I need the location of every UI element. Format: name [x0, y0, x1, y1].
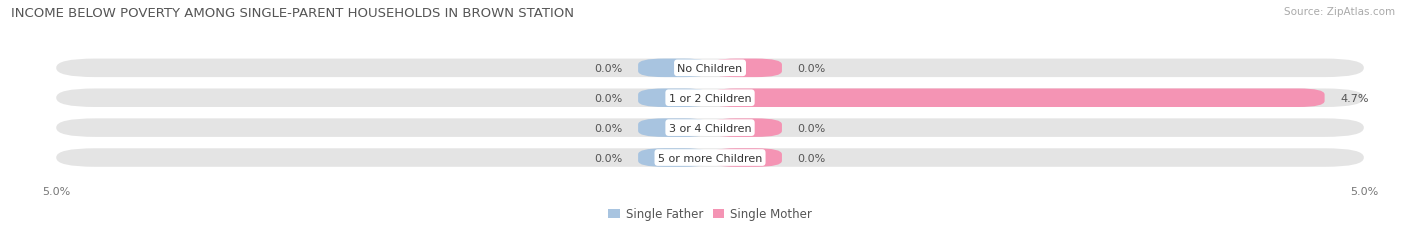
Text: 1 or 2 Children: 1 or 2 Children	[669, 93, 751, 103]
FancyBboxPatch shape	[710, 149, 782, 167]
Text: 0.0%: 0.0%	[797, 123, 825, 133]
FancyBboxPatch shape	[638, 59, 710, 78]
Text: 0.0%: 0.0%	[595, 153, 623, 163]
FancyBboxPatch shape	[56, 59, 1364, 78]
Text: 4.7%: 4.7%	[1340, 93, 1369, 103]
Text: 0.0%: 0.0%	[797, 64, 825, 73]
FancyBboxPatch shape	[638, 119, 710, 137]
FancyBboxPatch shape	[710, 119, 782, 137]
FancyBboxPatch shape	[638, 89, 710, 108]
FancyBboxPatch shape	[710, 59, 782, 78]
Text: 0.0%: 0.0%	[797, 153, 825, 163]
Text: 5 or more Children: 5 or more Children	[658, 153, 762, 163]
FancyBboxPatch shape	[638, 149, 710, 167]
Text: 3 or 4 Children: 3 or 4 Children	[669, 123, 751, 133]
FancyBboxPatch shape	[56, 119, 1364, 137]
Legend: Single Father, Single Mother: Single Father, Single Mother	[603, 203, 817, 225]
Text: No Children: No Children	[678, 64, 742, 73]
Text: 0.0%: 0.0%	[595, 64, 623, 73]
FancyBboxPatch shape	[710, 89, 1324, 108]
Text: 0.0%: 0.0%	[595, 123, 623, 133]
Text: INCOME BELOW POVERTY AMONG SINGLE-PARENT HOUSEHOLDS IN BROWN STATION: INCOME BELOW POVERTY AMONG SINGLE-PARENT…	[11, 7, 574, 20]
FancyBboxPatch shape	[56, 149, 1364, 167]
Text: Source: ZipAtlas.com: Source: ZipAtlas.com	[1284, 7, 1395, 17]
Text: 0.0%: 0.0%	[595, 93, 623, 103]
FancyBboxPatch shape	[56, 89, 1364, 108]
